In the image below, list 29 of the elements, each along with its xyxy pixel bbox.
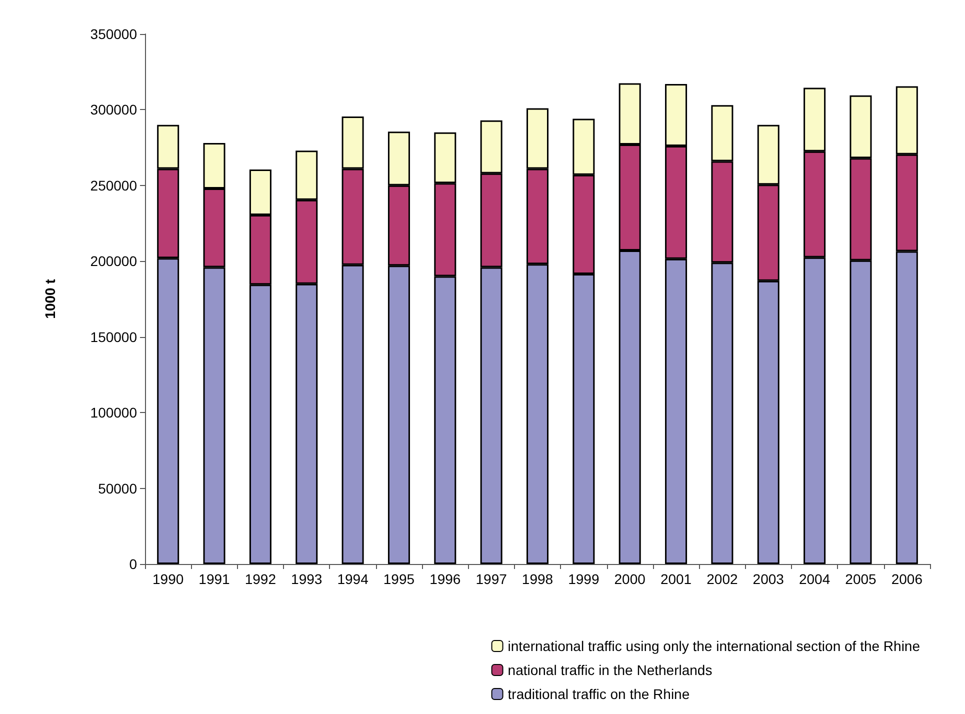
x-tick-label: 1995: [383, 571, 415, 587]
y-tick-label: 300000: [90, 102, 138, 118]
x-tick-label: 2002: [706, 571, 738, 587]
x-tick-label: 1997: [476, 571, 508, 587]
y-tick-label: 200000: [90, 253, 138, 270]
x-tick-label: 1999: [568, 571, 600, 587]
y-tick-label: 0: [129, 556, 138, 572]
y-tick-label: 150000: [90, 328, 138, 345]
y-tick-label: 50000: [98, 480, 138, 496]
x-tick-label: 1994: [337, 571, 369, 587]
x-tick-label: 1990: [152, 571, 184, 587]
x-tick-label: 1996: [430, 571, 461, 587]
x-tick-label: 2006: [891, 571, 923, 587]
legend-label: national traffic in the Netherlands: [508, 662, 712, 678]
x-tick-label: 1998: [522, 571, 554, 587]
x-tick-label: 1991: [198, 571, 230, 587]
legend-label: traditional traffic on the Rhine: [508, 686, 690, 702]
x-tick-label: 1993: [291, 571, 322, 587]
x-tick-label: 2001: [660, 571, 692, 587]
y-tick-label: 100000: [90, 404, 138, 421]
x-tick-label: 2005: [845, 571, 877, 587]
y-axis-title: 1000 t: [42, 278, 58, 319]
x-tick-label: 2004: [798, 571, 830, 587]
x-tick-label: 2000: [614, 571, 646, 587]
y-tick-label: 350000: [90, 26, 138, 42]
x-tick-label: 2003: [752, 571, 784, 587]
y-tick-label: 250000: [90, 177, 138, 194]
legend-label: international traffic using only the international section of the Rhine: [508, 638, 920, 654]
x-tick-label: 1992: [244, 571, 276, 587]
